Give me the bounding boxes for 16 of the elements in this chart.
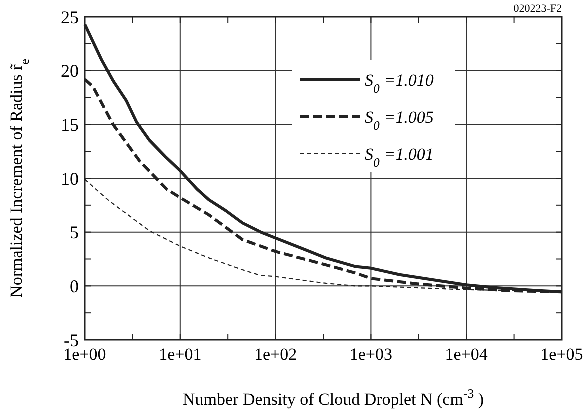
- y-tick-label: 15: [61, 114, 79, 135]
- legend-label: S$_{0}$=1.010: [365, 70, 434, 96]
- x-tick-label: 1e+01: [159, 345, 202, 364]
- y-tick-label: 0: [70, 276, 79, 296]
- x-tick-label: 1e+02: [254, 345, 298, 364]
- y-tick-label: 10: [61, 168, 79, 189]
- legend-label: S$_{0}$=1.005: [365, 108, 434, 133]
- legend-label: S$_{0}$=1.001: [365, 144, 434, 170]
- text: 020223-F2: [514, 3, 562, 15]
- x-tick-label: 1e+04: [445, 345, 488, 364]
- x-tick-label: 1e+05: [540, 345, 584, 364]
- y-tick-label: 25: [61, 7, 79, 28]
- y-tick-label: 5: [70, 222, 79, 243]
- x-tick-label: 1e+03: [350, 345, 393, 364]
- x-axis-title: Number Density of Cloud Droplet N (cm$^{-3}$): [183, 387, 484, 409]
- y-tick-label: 20: [61, 61, 79, 82]
